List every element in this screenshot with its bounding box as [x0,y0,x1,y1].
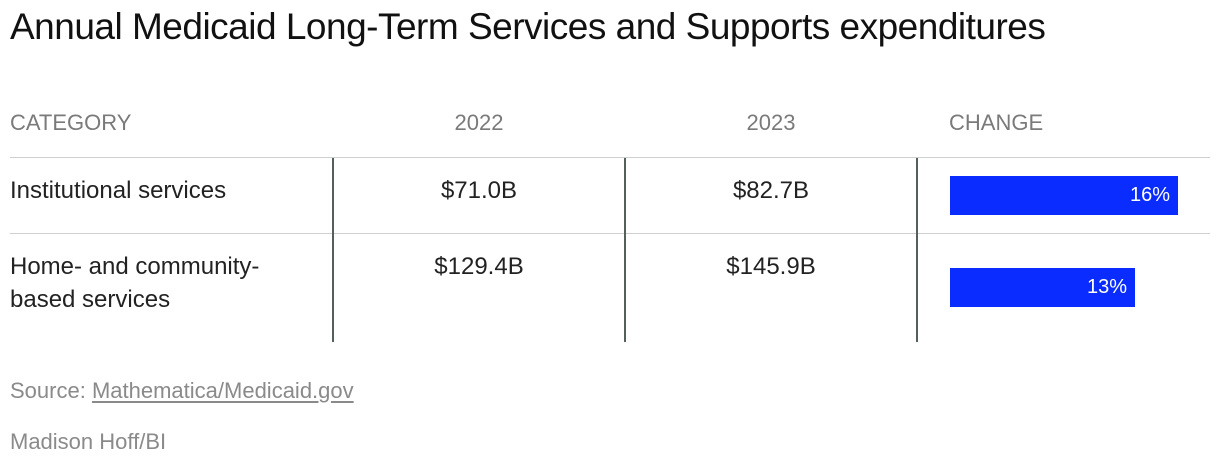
table-divider [10,157,1210,158]
row-category: Institutional services [10,177,227,204]
chart-title: Annual Medicaid Long-Term Services and S… [10,6,1046,47]
source-label: Source: [10,378,86,403]
row-value-2023: $82.7B [732,177,810,204]
column-header-2022: 2022 [454,110,504,135]
column-divider [916,158,918,342]
credit-note: Madison Hoff/BI [10,429,167,454]
column-divider [624,158,626,342]
source-note: Source: Mathematica/Medicaid.gov [10,378,354,404]
table-divider [10,233,1210,234]
change-bar-label: 16% [1129,184,1170,206]
change-bar-label: 13% [1086,276,1127,298]
column-divider [332,158,334,342]
column-header-change: CHANGE [949,110,1044,135]
column-header-category: CATEGORY [10,110,132,135]
row-category: Home- and community-based services [10,253,260,313]
change-bar: 16% [950,176,1178,215]
change-bar: 13% [950,268,1135,307]
column-header-2023: 2023 [746,110,796,135]
row-value-2022: $129.4B [434,253,524,280]
source-link[interactable]: Mathematica/Medicaid.gov [91,378,354,403]
row-value-2022: $71.0B [440,177,518,204]
row-value-2023: $145.9B [726,253,816,280]
